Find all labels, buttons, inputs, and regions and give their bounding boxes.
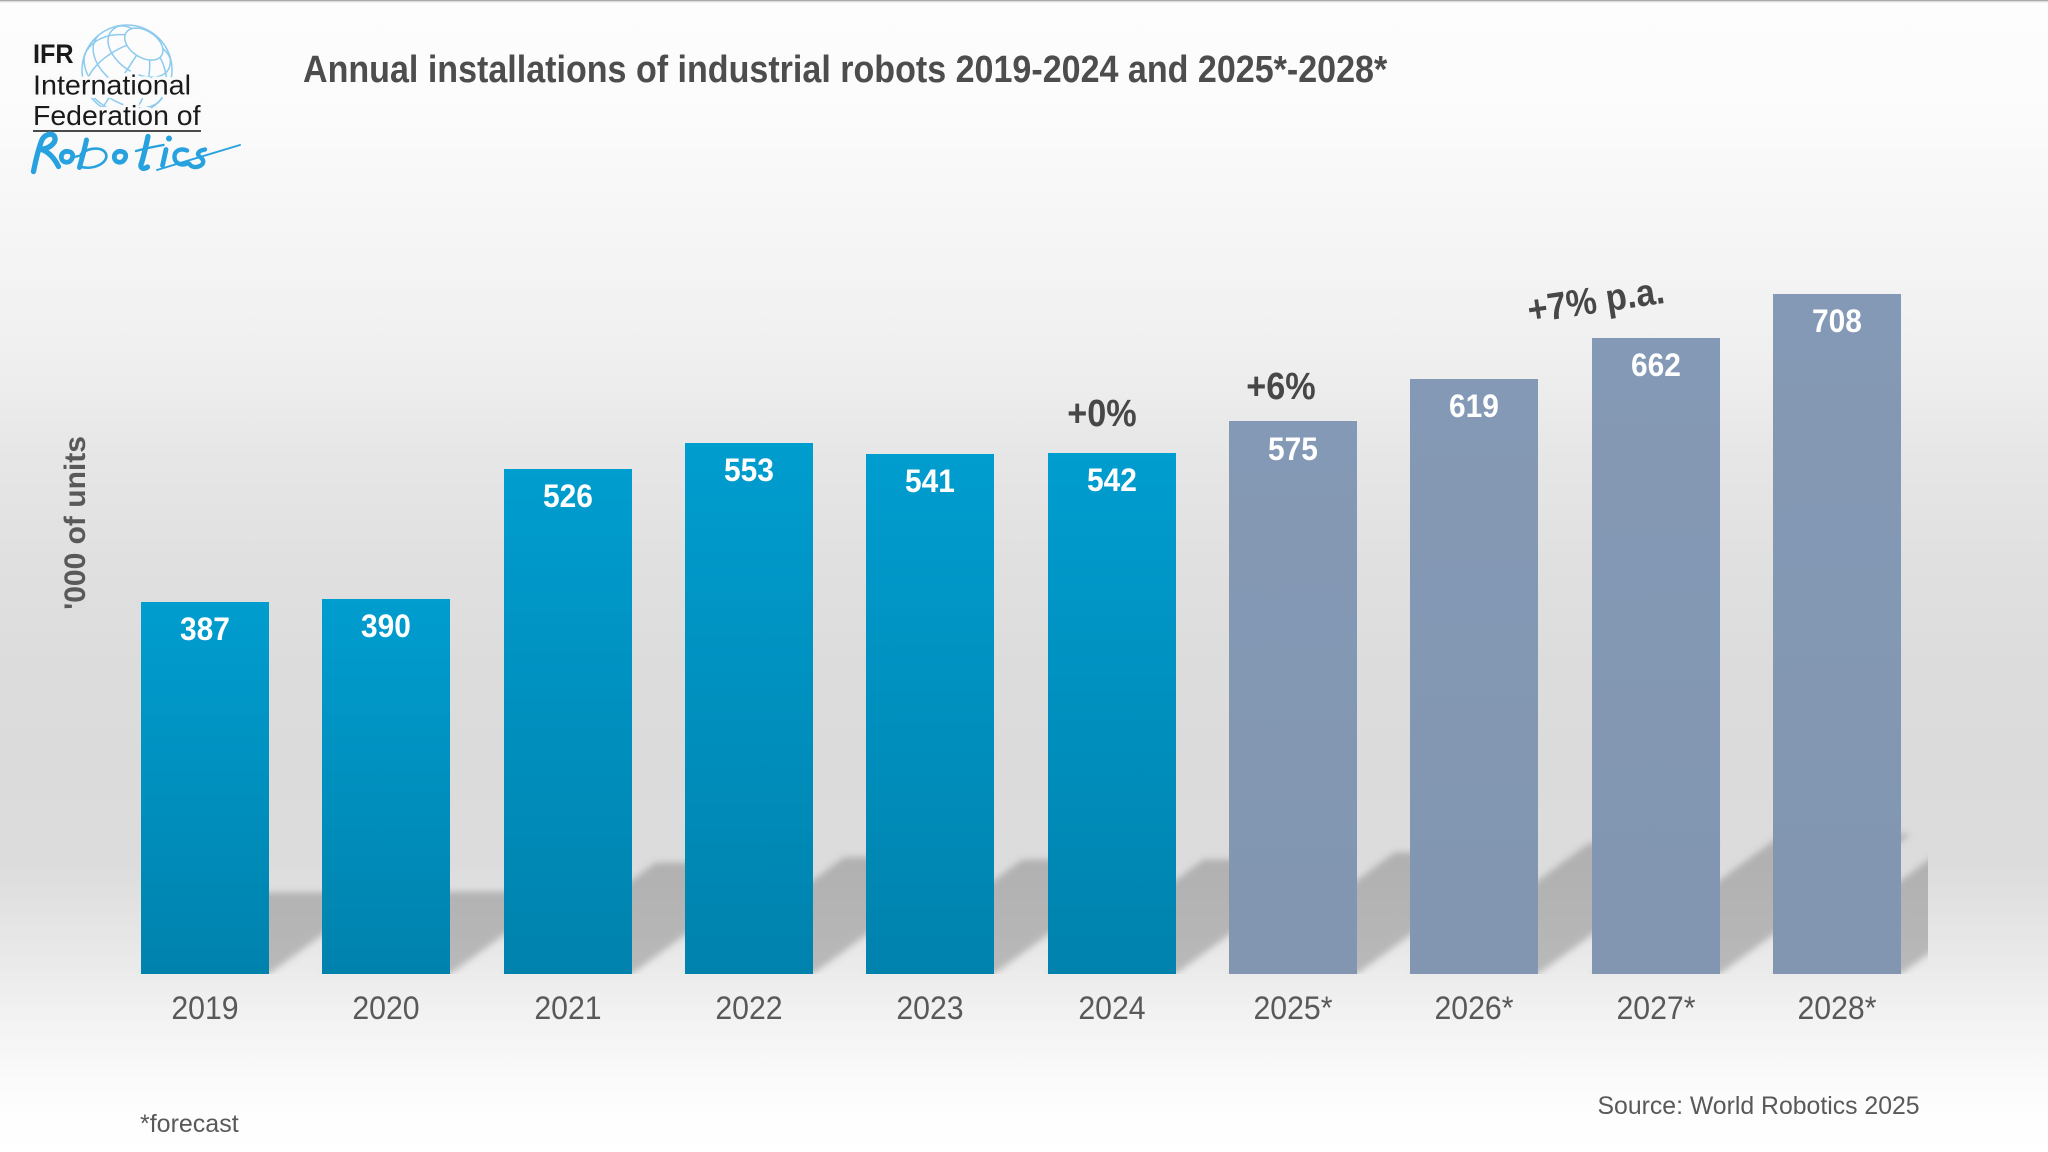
svg-text:IFR: IFR [33,39,74,69]
svg-text:Federation of: Federation of [33,100,201,131]
svg-text:International: International [33,70,191,101]
